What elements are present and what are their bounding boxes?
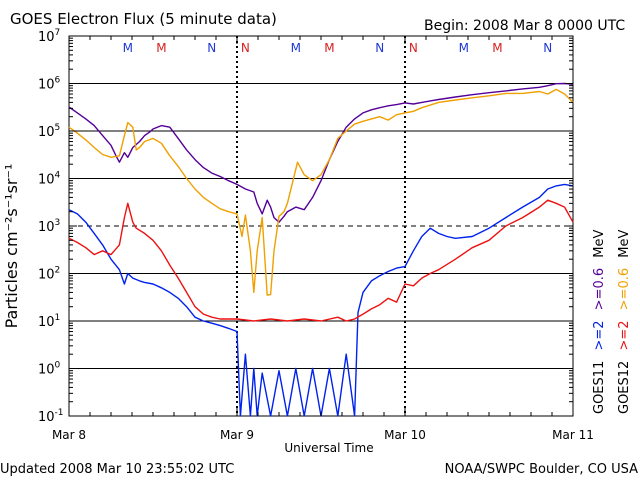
- y-tick-exponent: -1: [55, 408, 64, 418]
- y-tick-label: 101: [38, 313, 60, 330]
- series-goes12-0-6-mev: [68, 88, 574, 296]
- y-tick-exponent: 4: [55, 171, 61, 181]
- legend-goes12-2mev: >=2: [617, 320, 632, 350]
- y-tick-label: 102: [38, 266, 60, 283]
- marker-m: M: [492, 41, 502, 55]
- x-axis-label: Universal Time: [284, 441, 373, 455]
- marker-n: N: [241, 41, 250, 55]
- x-tick-label: Mar 10: [384, 428, 426, 442]
- chart-title: GOES Electron Flux (5 minute data): [10, 10, 277, 28]
- svg-text:GOES12 >=2 >=0.6: GOES12 >=2 >=0.6 MeV: [617, 230, 632, 414]
- legend-goes12: GOES12 >=2 >=0.6 MeV: [617, 230, 632, 414]
- y-tick-exponent: 2: [55, 266, 61, 276]
- grid-lines: [69, 36, 573, 416]
- x-tick-label: Mar 9: [220, 428, 254, 442]
- y-tick-label: 100: [38, 361, 61, 378]
- series-goes12-2-mev: [68, 199, 574, 322]
- x-tick-label: Mar 11: [552, 428, 594, 442]
- legend-goes12-unit: MeV: [617, 230, 632, 258]
- y-tick-label: 106: [38, 76, 61, 93]
- y-tick-label: 105: [38, 123, 60, 140]
- credit-line: NOAA/SWPC Boulder, CO USA: [445, 462, 638, 477]
- marker-n: N: [409, 41, 418, 55]
- legend-goes11-unit: MeV: [592, 230, 607, 258]
- legend-goes11-2mev: >=2: [592, 320, 607, 350]
- y-tick-exponent: 0: [55, 361, 61, 371]
- updated-timestamp: Updated 2008 Mar 10 23:55:02 UTC: [0, 462, 234, 477]
- legend-goes11-prefix: GOES11: [592, 361, 607, 414]
- y-axis-label: Particles cm⁻²s⁻¹sr⁻¹: [2, 164, 21, 329]
- marker-m: M: [291, 41, 301, 55]
- marker-m: M: [324, 41, 334, 55]
- svg-text:GOES11 >=2 >=0.6: GOES11 >=2 >=0.6 MeV: [592, 230, 607, 414]
- legend-goes12-prefix: GOES12: [617, 361, 632, 414]
- marker-m: M: [123, 41, 133, 55]
- y-tick-exponent: 7: [55, 28, 61, 38]
- marker-n: N: [375, 41, 384, 55]
- y-tick-label: 107: [38, 28, 60, 45]
- series-goes11-2-mev: [68, 183, 574, 417]
- begin-time: Begin: 2008 Mar 8 0000 UTC: [424, 18, 625, 34]
- marker-m: M: [459, 41, 469, 55]
- marker-n: N: [543, 41, 552, 55]
- y-tick-exponent: 3: [55, 218, 61, 228]
- legend-goes12-06mev: >=0.6: [617, 268, 632, 310]
- y-tick-exponent: 6: [55, 76, 61, 86]
- marker-n: N: [207, 41, 216, 55]
- y-tick-label: 10-1: [38, 408, 64, 425]
- y-tick-exponent: 5: [55, 123, 61, 133]
- marker-m: M: [156, 41, 166, 55]
- x-tick-label: Mar 8: [52, 428, 86, 442]
- y-tick-label: 103: [38, 218, 60, 235]
- y-tick-label: 104: [38, 171, 61, 188]
- x-axis-ticks: Mar 8 Mar 9 Mar 10 Mar 11: [52, 36, 594, 442]
- y-tick-exponent: 1: [55, 313, 61, 323]
- legend-goes11-06mev: >=0.6: [592, 268, 607, 310]
- series-group: [68, 82, 574, 417]
- legend-goes11: GOES11 >=2 >=0.6 MeV: [592, 230, 607, 414]
